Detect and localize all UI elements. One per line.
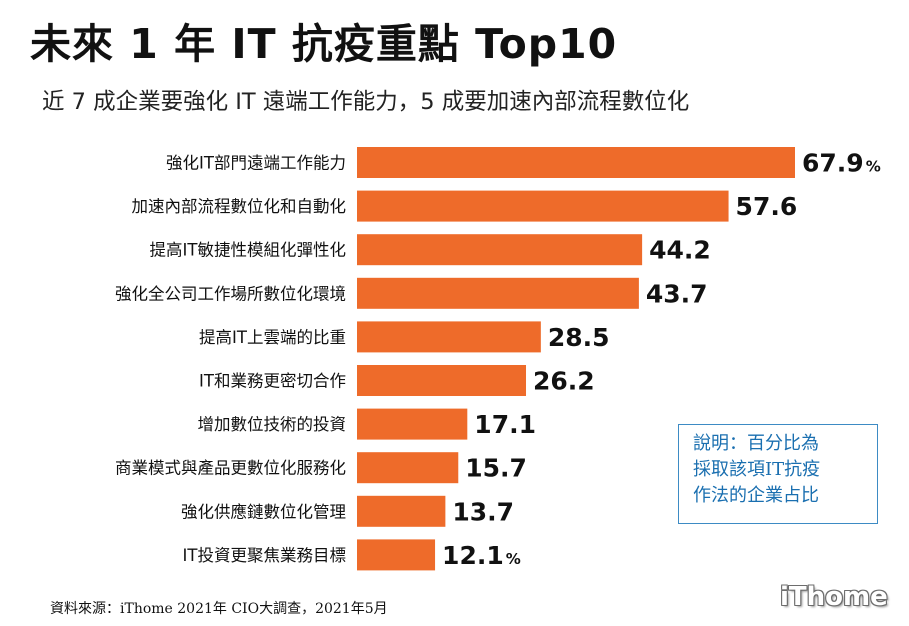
category-label: 提高IT敏捷性模組化彈性化 [150,241,346,260]
value-label: 43.7 [646,279,708,308]
bar [357,190,729,222]
ithome-logo: iThome [780,582,888,612]
bar [357,495,446,527]
bar [357,365,527,396]
value-label: 44.2 [649,236,711,265]
note-line: 採取該項IT抗疫 [693,459,821,480]
chart-title: 未來 1 年 IT 抗疫重點 Top10 [30,20,618,68]
value-label: 13.7 [452,497,514,526]
bar [357,452,459,484]
value-label: 26.2 [533,367,595,396]
unit-label: % [506,550,521,568]
bar [357,277,639,309]
note-line: 作法的企業占比 [693,485,819,506]
category-label: 強化供應鏈數位化管理 [181,501,346,521]
category-label: 強化IT部門遠端工作能力 [166,154,346,173]
category-label: 商業模式與產品更數位化服務化 [115,459,346,478]
value-label: 57.6 [736,192,798,221]
category-label: 加速內部流程數位化和自動化 [132,197,347,216]
bar [357,321,541,353]
category-label: IT投資更聚焦業務目標 [183,546,346,565]
bar [357,234,643,266]
bar [357,539,436,571]
category-label: 強化全公司工作場所數位化環境 [115,284,346,303]
value-label: 12.1% [442,541,521,570]
unit-label: % [866,158,881,176]
value-label: 17.1 [474,410,536,439]
source-note: 資料來源：iThome 2021年 CIO大調查，2021年5月 [50,601,388,617]
category-label: IT和業務更密切合作 [199,372,346,391]
category-label: 提高IT上雲端的比重 [199,328,346,347]
note-line: 說明：百分比為 [693,433,819,454]
value-label: 67.9% [802,149,881,178]
explanation-note-box: 說明：百分比為 採取該項IT抗疫 作法的企業占比 [678,424,878,524]
value-label: 15.7 [465,454,527,483]
chart-subtitle: 近 7 成企業要強化 IT 遠端工作能力，5 成要加速內部流程數位化 [42,89,690,115]
bar [357,147,795,178]
category-label: 增加數位技術的投資 [198,415,347,434]
bar [357,408,468,440]
value-label: 28.5 [548,323,610,352]
